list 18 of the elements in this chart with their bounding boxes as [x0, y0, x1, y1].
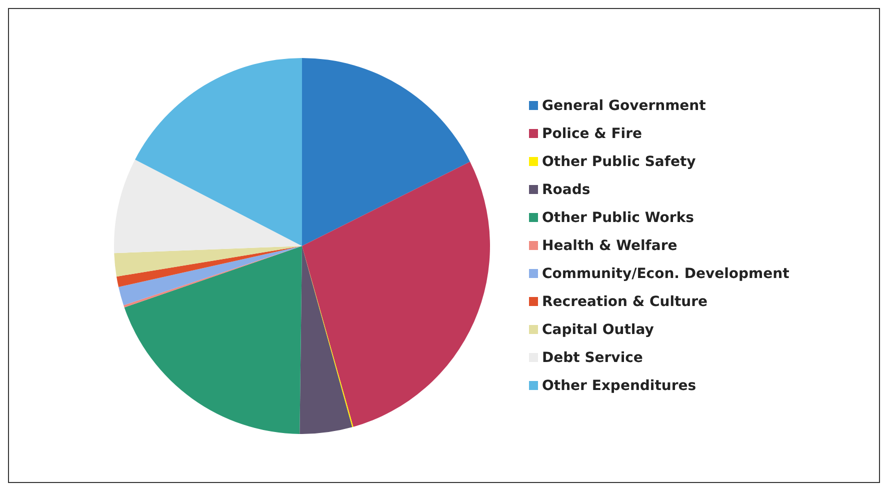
legend-label: Roads — [542, 182, 590, 198]
pie-slice — [114, 246, 302, 277]
pie-slice — [302, 162, 490, 427]
pie-slice — [135, 58, 302, 246]
legend-label: Debt Service — [542, 350, 643, 366]
pie-slice — [114, 160, 302, 254]
legend-label: Recreation & Culture — [542, 294, 708, 310]
legend-label: Other Public Safety — [542, 154, 696, 170]
legend-label: Police & Fire — [542, 126, 642, 142]
legend-label: Capital Outlay — [542, 322, 654, 338]
legend-label: General Government — [542, 98, 706, 114]
legend-label: Health & Welfare — [542, 238, 678, 254]
legend-label: Other Public Works — [542, 210, 694, 226]
legend-label: Community/Econ. Development — [542, 266, 790, 282]
pie-slice — [116, 246, 302, 288]
pie-slice — [302, 58, 470, 246]
legend-label: Other Expenditures — [542, 378, 696, 394]
pie-slice — [124, 246, 302, 434]
